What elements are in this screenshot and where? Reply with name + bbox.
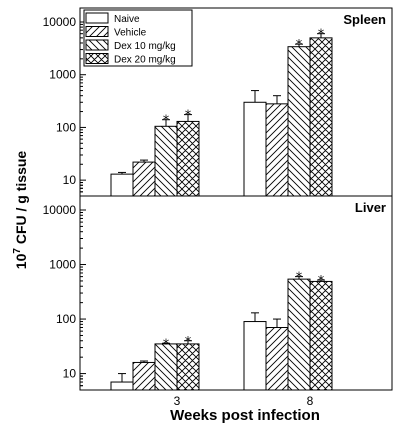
y-tick-label: 10000 — [43, 203, 77, 217]
panel-title-liver: Liver — [355, 200, 386, 215]
bar-spleen-3-vehicle — [132, 161, 156, 197]
y-tick-label: 1000 — [49, 258, 76, 272]
x-axis-title: Weeks post infection — [170, 407, 320, 424]
legend-label: Dex 10 mg/kg — [114, 41, 176, 52]
significance-star: * — [185, 109, 192, 124]
significance-star: * — [163, 114, 170, 129]
y-axis-title: 107 CFU / g tissue — [12, 151, 29, 270]
x-tick-label: 3 — [174, 394, 181, 408]
significance-star: * — [296, 38, 303, 53]
y-tick-label: 1000 — [49, 68, 76, 82]
legend-swatch-dex-20-mg-kg — [85, 53, 109, 64]
y-axis-title-rest: CFU / g tissue — [13, 151, 29, 248]
significance-star: * — [296, 271, 303, 286]
y-tick-label: 10000 — [43, 15, 77, 29]
bar-spleen-3-naive — [110, 173, 134, 197]
legend-swatch-vehicle — [85, 26, 109, 37]
legend-label: Vehicle — [114, 28, 147, 39]
bar-liver-3-dex-20-mg-kg — [176, 343, 200, 391]
bar-spleen-8-dex-10-mg-kg — [287, 46, 311, 197]
bar-spleen-8-naive — [243, 101, 267, 197]
bar-spleen-3-dex-10-mg-kg — [154, 125, 178, 197]
y-axis-title-base: 10 — [13, 253, 29, 269]
legend-label: Naive — [114, 14, 140, 25]
bar-spleen-8-dex-20-mg-kg — [309, 37, 333, 197]
bar-liver-8-vehicle — [265, 327, 289, 391]
significance-star: * — [318, 274, 325, 289]
y-tick-label: 100 — [56, 120, 76, 134]
y-tick-label: 100 — [56, 312, 76, 326]
x-tick-label: 8 — [307, 394, 314, 408]
legend-swatch-naive — [85, 12, 109, 24]
panel-title-spleen: Spleen — [343, 12, 386, 27]
panel-frame-liver — [79, 195, 393, 391]
bar-liver-3-naive — [110, 381, 134, 391]
legend-label: Dex 20 mg/kg — [114, 55, 176, 66]
significance-star: * — [185, 335, 192, 350]
bar-spleen-8-vehicle — [265, 103, 289, 197]
bar-liver-8-dex-20-mg-kg — [309, 280, 333, 391]
bar-liver-8-dex-10-mg-kg — [287, 278, 311, 391]
significance-star: * — [318, 28, 325, 43]
significance-star: * — [163, 337, 170, 352]
y-tick-label: 10 — [63, 367, 77, 381]
y-tick-label: 10 — [63, 173, 77, 187]
bar-liver-8-naive — [243, 321, 267, 391]
y-axis-title-exponent: 7 — [12, 248, 23, 254]
bar-liver-3-vehicle — [132, 361, 156, 391]
legend-swatch-dex-10-mg-kg — [85, 39, 109, 51]
bar-spleen-3-dex-20-mg-kg — [176, 120, 200, 197]
